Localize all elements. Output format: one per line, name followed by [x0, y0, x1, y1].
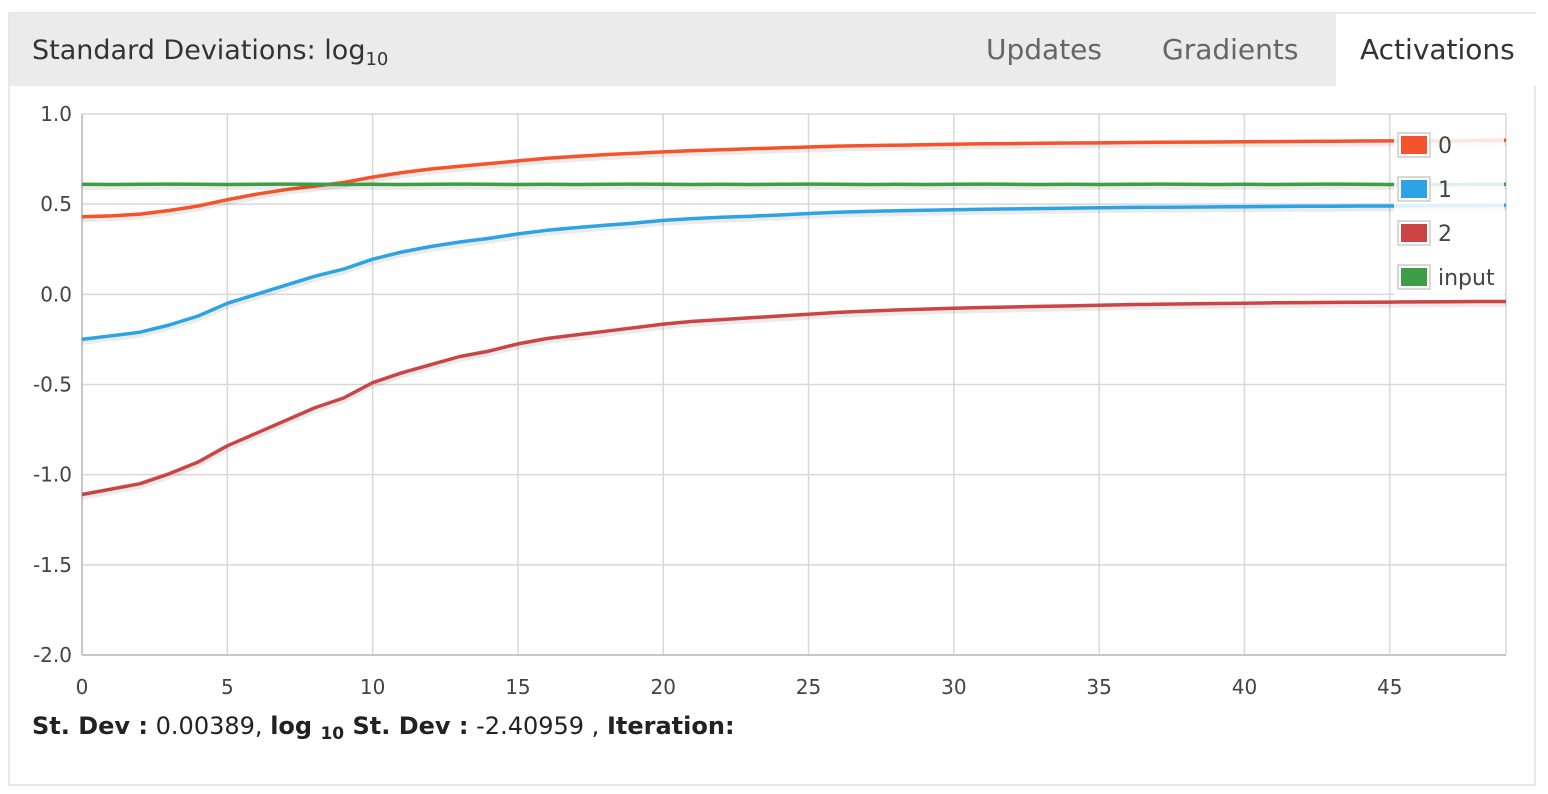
y-tick-label: -1.0: [33, 463, 72, 487]
tab-activations[interactable]: Activations: [1336, 14, 1536, 86]
y-tick-label: 0.0: [40, 282, 72, 306]
tab-gradients[interactable]: Gradients: [1162, 33, 1299, 66]
x-tick-label: 35: [1086, 675, 1111, 699]
x-tick-label: 10: [360, 675, 385, 699]
y-tick-label: -1.5: [33, 553, 72, 577]
legend-swatch-1: [1401, 180, 1427, 198]
tab-updates[interactable]: Updates: [986, 33, 1102, 66]
x-tick-label: 45: [1377, 675, 1402, 699]
series-line-2: [81, 299, 1506, 497]
legend-label-0: 0: [1438, 134, 1452, 159]
legend-swatch-input: [1401, 268, 1427, 286]
y-tick-label: -0.5: [33, 373, 72, 397]
x-tick-label: 5: [221, 675, 234, 699]
series-shadow-1: [81, 205, 1507, 345]
x-tick-label: 25: [796, 675, 821, 699]
x-tick-label: 20: [650, 675, 675, 699]
y-tick-label: 0.5: [40, 192, 72, 216]
legend-swatch-2: [1401, 224, 1427, 242]
log-stdev-value: -2.40959 ,: [468, 712, 600, 740]
series-shadow-2: [81, 302, 1506, 500]
legend-label-2: 2: [1438, 222, 1452, 247]
stdev-label: St. Dev :: [32, 712, 149, 740]
stdev-value: 0.00389,: [148, 712, 263, 740]
x-tick-label: 0: [76, 675, 89, 699]
iteration-label: Iteration:: [606, 712, 735, 740]
legend-swatch-0: [1401, 136, 1427, 154]
y-tick-label: 1.0: [40, 102, 72, 126]
x-tick-label: 40: [1232, 675, 1257, 699]
series-shadow-0: [81, 140, 1507, 223]
x-tick-label: 30: [941, 675, 966, 699]
series-line-1: [81, 203, 1507, 342]
stats-readout: St. Dev : 0.00389, log 10 St. Dev : -2.4…: [32, 712, 735, 744]
x-tick-label: 15: [505, 675, 530, 699]
y-tick-label: -2.0: [33, 643, 72, 667]
panel-header: Standard Deviations: log10 Updates Gradi…: [10, 14, 1536, 86]
page-title: Standard Deviations: log10: [32, 35, 389, 70]
log-stdev-label: log 10 St. Dev :: [270, 712, 469, 744]
legend-label-1: 1: [1438, 178, 1452, 203]
legend-label-input: input: [1438, 266, 1495, 291]
